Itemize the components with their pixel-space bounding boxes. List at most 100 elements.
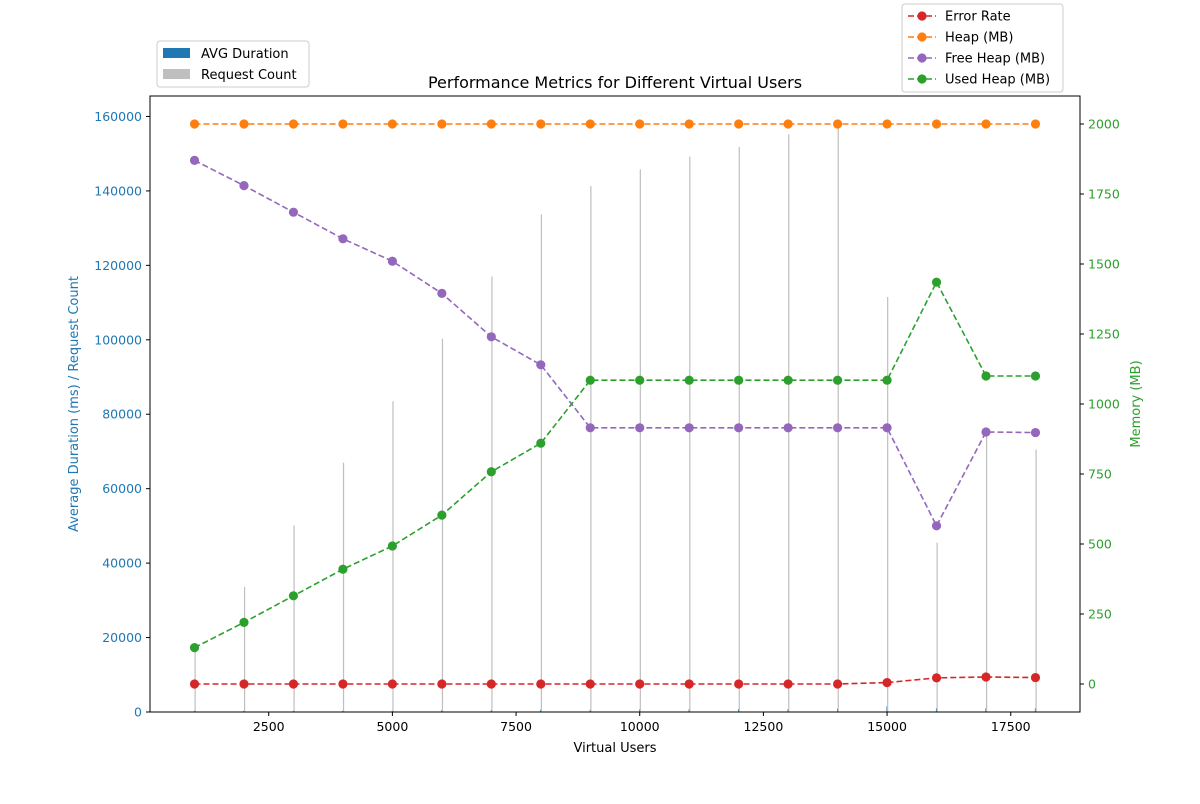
legend-marker-heap-mb xyxy=(917,32,927,42)
point-free-heap-mb xyxy=(288,207,299,217)
point-error-rate xyxy=(189,679,200,689)
bar-request-count xyxy=(639,169,641,712)
point-error-rate xyxy=(536,679,546,689)
point-used-heap-mb xyxy=(189,643,200,653)
point-free-heap-mb xyxy=(338,234,348,244)
x-tick-label: 2500 xyxy=(253,719,285,734)
legend-right: Error Rate Heap (MB) Free Heap (MB) Used He… xyxy=(901,3,1064,93)
y-right-tick-label: 1500 xyxy=(1088,257,1120,272)
bar-avg-duration xyxy=(688,709,690,712)
point-heap-mb xyxy=(338,119,348,129)
bar-request-count xyxy=(590,186,592,712)
y-left-tick-label: 120000 xyxy=(94,258,142,273)
point-used-heap-mb xyxy=(585,375,595,385)
y-left-tick-label: 0 xyxy=(134,705,142,720)
point-heap-mb xyxy=(833,119,843,129)
point-heap-mb xyxy=(585,119,595,129)
point-free-heap-mb xyxy=(1030,427,1041,438)
y-left-tick-label: 20000 xyxy=(102,630,142,645)
x-tick-label: 12500 xyxy=(744,719,784,734)
y-right-tick-label: 500 xyxy=(1088,537,1112,552)
point-heap-mb xyxy=(734,119,744,129)
bar-request-count xyxy=(540,214,542,713)
bar-request-count xyxy=(689,156,691,713)
point-heap-mb xyxy=(882,119,892,129)
point-error-rate xyxy=(833,679,843,689)
point-free-heap-mb xyxy=(783,423,793,433)
point-free-heap-mb xyxy=(833,423,843,433)
point-error-rate xyxy=(981,672,991,682)
point-used-heap-mb xyxy=(635,375,645,385)
bar-request-count xyxy=(788,134,790,713)
x-tick-label: 5000 xyxy=(376,719,408,734)
point-used-heap-mb xyxy=(387,541,397,551)
x-tick-label: 10000 xyxy=(620,719,660,734)
legend-marker-used-heap-mb xyxy=(917,74,927,84)
x-axis-label: Virtual Users xyxy=(573,741,656,756)
axes-layer: 2500 5000 7500 10000 12500 15000 1750002000040… xyxy=(94,95,1120,734)
point-free-heap-mb xyxy=(981,427,991,437)
legend-marker-free-heap-mb xyxy=(917,53,927,63)
y-right-tick-label: 1000 xyxy=(1088,397,1120,412)
legend-left: AVG Duration Request Count xyxy=(156,40,310,88)
legend-right-box xyxy=(901,3,1064,93)
point-heap-mb xyxy=(387,119,397,129)
legend-label-heap-mb: Heap (MB) xyxy=(945,31,1013,46)
point-heap-mb xyxy=(239,119,249,129)
point-error-rate xyxy=(635,679,645,689)
y-right-tick-label: 0 xyxy=(1088,677,1096,692)
point-used-heap-mb xyxy=(338,564,348,574)
point-free-heap-mb xyxy=(437,288,447,298)
point-heap-mb xyxy=(981,119,991,129)
chart-title: Performance Metrics for Different Virtua… xyxy=(428,73,802,92)
y-right-tick-label: 750 xyxy=(1088,467,1112,482)
point-used-heap-mb xyxy=(437,510,447,520)
point-error-rate xyxy=(288,679,299,689)
series-line-error-rate xyxy=(194,676,1036,685)
bar-avg-duration xyxy=(243,710,245,712)
bar-request-count xyxy=(293,525,295,712)
point-heap-mb xyxy=(189,119,200,129)
bar-avg-duration xyxy=(193,710,196,712)
point-free-heap-mb xyxy=(635,423,645,433)
x-tick-label: 17500 xyxy=(991,719,1031,734)
point-used-heap-mb xyxy=(981,371,991,381)
point-free-heap-mb xyxy=(536,360,546,370)
point-error-rate xyxy=(486,679,496,689)
point-heap-mb xyxy=(536,119,546,129)
bar-request-count xyxy=(1035,449,1037,712)
lines-layer xyxy=(189,119,1041,689)
bar-request-count xyxy=(392,401,394,712)
point-error-rate xyxy=(1030,672,1041,683)
y-right-tick-label: 250 xyxy=(1088,607,1112,622)
legend-label-free-heap-mb: Free Heap (MB) xyxy=(945,52,1045,67)
point-free-heap-mb xyxy=(931,521,942,531)
point-free-heap-mb xyxy=(189,155,200,165)
bar-request-count xyxy=(243,586,246,712)
x-tick-label: 15000 xyxy=(867,719,907,734)
point-used-heap-mb xyxy=(931,277,942,287)
point-heap-mb xyxy=(1030,119,1041,129)
point-used-heap-mb xyxy=(783,375,793,385)
series-line-used-heap-mb xyxy=(194,280,1036,649)
y-left-tick-label: 100000 xyxy=(94,332,142,347)
bar-request-count xyxy=(441,338,444,712)
point-heap-mb xyxy=(931,119,942,129)
point-used-heap-mb xyxy=(536,438,546,448)
x-tick-label: 7500 xyxy=(500,719,532,734)
bar-request-count xyxy=(491,276,493,712)
point-heap-mb xyxy=(486,119,496,129)
point-free-heap-mb xyxy=(684,423,694,433)
point-used-heap-mb xyxy=(734,375,744,385)
point-error-rate xyxy=(437,679,447,689)
bar-request-count xyxy=(837,125,839,712)
point-heap-mb xyxy=(684,119,694,129)
legend-swatch-avg-duration xyxy=(163,48,190,58)
y-left-tick-label: 140000 xyxy=(94,183,142,198)
y-left-tick-label: 160000 xyxy=(94,109,142,124)
point-used-heap-mb xyxy=(833,375,843,385)
legend-left-box xyxy=(156,40,310,88)
bar-request-count xyxy=(342,462,345,712)
point-error-rate xyxy=(585,679,595,689)
